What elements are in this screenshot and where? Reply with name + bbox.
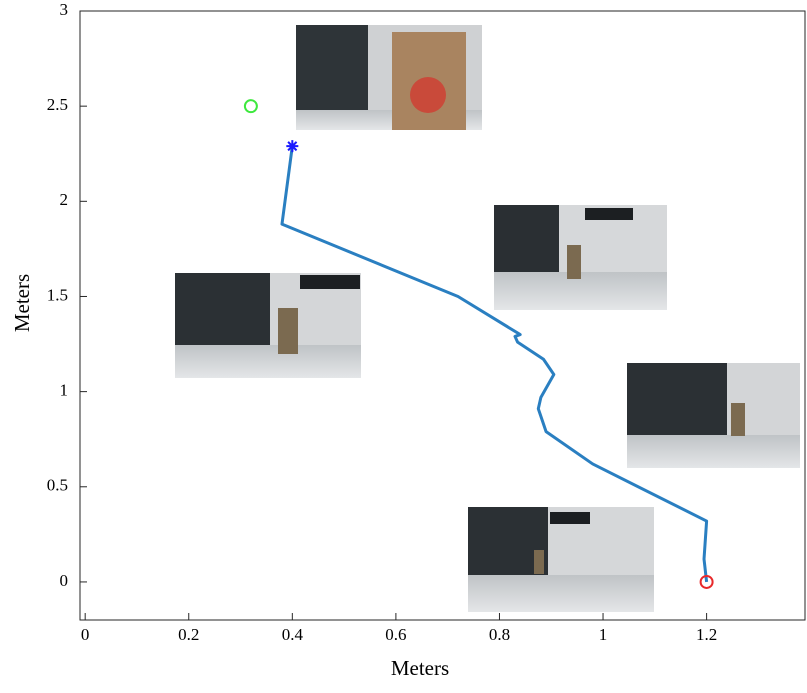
photo (627, 363, 800, 468)
trajectory (280, 145, 709, 583)
y-tick-label: 0.5 (47, 476, 68, 495)
y-tick-label: 2.5 (47, 95, 68, 114)
y-tick-label: 1.5 (47, 285, 68, 304)
y-axis-label: Meters (10, 274, 34, 332)
photo (494, 205, 667, 310)
y-tick-label: 1 (60, 381, 69, 400)
x-tick-label: 0.4 (282, 625, 304, 644)
x-tick-label: 0.6 (385, 625, 406, 644)
x-tick-label: 0.2 (178, 625, 199, 644)
marker (699, 574, 714, 589)
marker (243, 99, 258, 114)
axes-box (79, 10, 806, 621)
x-tick-label: 1.2 (696, 625, 717, 644)
y-tick-label: 0 (60, 571, 69, 590)
x-tick-label: 0 (81, 625, 90, 644)
y-tick-label: 2 (60, 190, 69, 209)
photo (468, 507, 654, 612)
x-axis-label: Meters (391, 656, 449, 680)
photo (175, 273, 361, 378)
photo (296, 25, 482, 130)
marker (286, 140, 299, 153)
x-tick-label: 1 (599, 625, 608, 644)
photos (175, 25, 800, 612)
y-tick-label: 3 (60, 0, 69, 19)
x-tick-label: 0.8 (489, 625, 510, 644)
